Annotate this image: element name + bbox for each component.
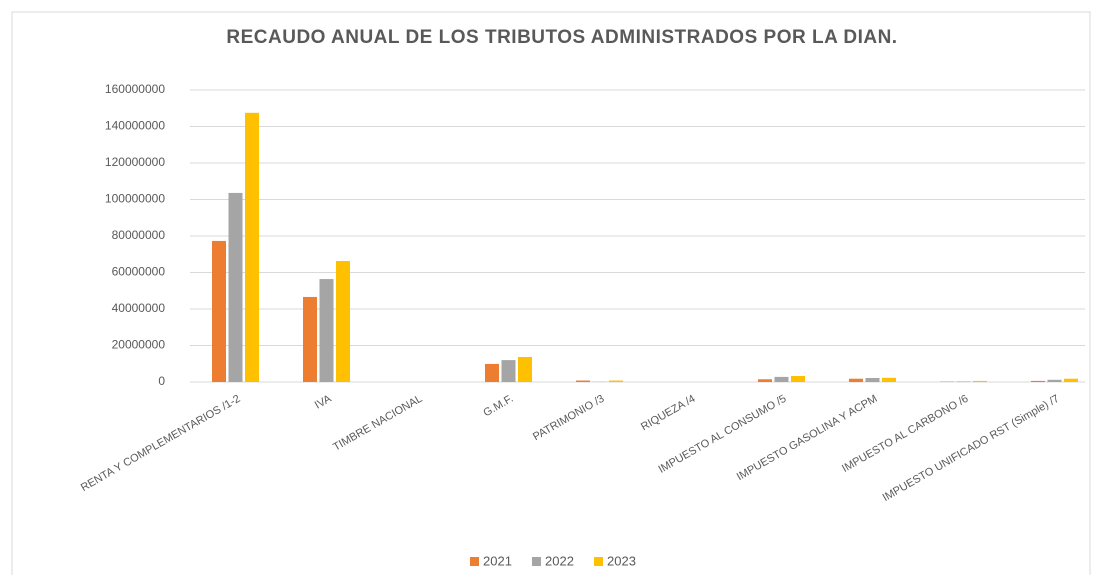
x-tick-label: RIQUEZA /4 [639,393,697,434]
x-tick-label: RENTA Y COMPLEMENTARIOS /1-2 [79,393,243,494]
y-tick-label: 20000000 [112,338,166,352]
y-tick-label: 120000000 [105,155,165,169]
y-tick-label: 100000000 [105,192,165,206]
y-tick-label: 160000000 [105,82,165,96]
legend-swatch [470,557,479,566]
bar [576,380,590,382]
y-tick-label: 80000000 [112,228,166,242]
bar [609,380,623,382]
bar [865,377,880,382]
chart-title: RECAUDO ANUAL DE LOS TRIBUTOS ADMINISTRA… [226,27,898,48]
chart-frame [11,11,1091,575]
bar [319,279,334,382]
bar [303,296,317,382]
y-tick-label: 0 [158,374,165,388]
bar [1064,378,1078,382]
bar [956,381,971,382]
y-tick-label: 60000000 [112,265,166,279]
legend-label: 2023 [607,553,636,568]
bar [774,376,789,382]
bar [973,380,987,382]
bar [228,192,243,382]
bar [485,363,499,382]
bar [245,112,259,382]
bar [212,240,226,382]
legend-swatch [532,557,541,566]
bar [1047,379,1062,382]
bar [1031,380,1045,382]
bar [758,379,772,382]
bar [791,375,805,382]
y-tick-label: 40000000 [112,301,166,315]
x-tick-label: G.M.F. [481,393,515,420]
x-tick-label: IVA [313,392,334,411]
bar [882,377,896,382]
y-tick-label: 140000000 [105,119,165,133]
x-tick-label: TIMBRE NACIONAL [331,393,424,454]
x-tick-label: IMPUESTO UNIFICADO RST (Simple) /7 [881,393,1062,504]
bar [849,378,863,382]
x-tick-label: IMPUESTO GASOLINA Y ACPM [735,393,880,483]
bar [518,356,532,382]
legend-label: 2021 [483,553,512,568]
x-tick-label: PATRIMONIO /3 [531,393,607,444]
bar [501,360,516,382]
bar [336,261,350,382]
legend-swatch [594,557,603,566]
legend-label: 2022 [545,553,574,568]
